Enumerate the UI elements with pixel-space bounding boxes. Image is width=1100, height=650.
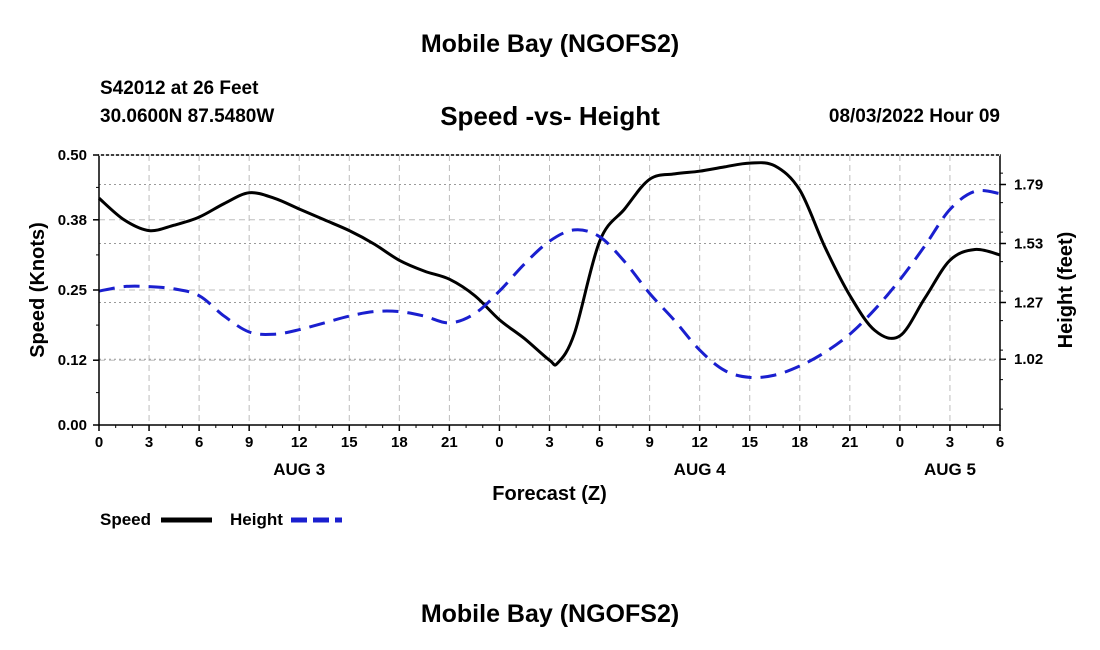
y-right-tick-label: 1.02 — [1014, 351, 1043, 368]
x-tick-label: 3 — [145, 434, 153, 451]
day-label: AUG 4 — [674, 460, 727, 479]
y-left-tick-label: 0.00 — [58, 417, 87, 434]
series-line-speed — [98, 161, 1001, 367]
y-axis-right-label: Height (feet) — [1055, 232, 1077, 349]
y-left-tick-label: 0.50 — [58, 147, 87, 164]
chart-subtitle: Speed -vs- Height — [440, 101, 660, 131]
x-tick-label: 18 — [391, 434, 408, 451]
x-tick-label: 6 — [996, 434, 1004, 451]
page-footer-title: Mobile Bay (NGOFS2) — [420, 600, 680, 628]
y-left-tick-label: 0.25 — [58, 282, 87, 299]
x-tick-label: 0 — [896, 434, 904, 451]
y-right-tick-label: 1.27 — [1014, 294, 1043, 311]
x-tick-label: 12 — [291, 434, 308, 451]
series-layer — [98, 161, 1001, 380]
day-label: AUG 5 — [924, 460, 976, 479]
x-tick-label: 9 — [245, 434, 253, 451]
x-tick-label: 6 — [595, 434, 603, 451]
x-tick-label: 3 — [946, 434, 954, 451]
x-tick-label: 18 — [791, 434, 808, 451]
x-tick-label: 12 — [691, 434, 708, 451]
x-axis-label: Forecast (Z) — [492, 483, 606, 505]
y-right-tick-label: 1.53 — [1014, 235, 1043, 252]
x-tick-label: 9 — [645, 434, 653, 451]
page-title: Mobile Bay (NGOFS2) — [420, 30, 680, 58]
y-axis-left-label: Speed (Knots) — [27, 222, 49, 358]
x-tick-label: 0 — [495, 434, 503, 451]
legend: Speed Height — [100, 510, 342, 529]
coordinates-label: 30.0600N 87.5480W — [100, 106, 275, 127]
forecast-datestamp: 08/03/2022 Hour 09 — [828, 106, 1000, 127]
series-line-height — [98, 189, 1001, 380]
x-tick-label: 0 — [95, 434, 103, 451]
legend-speed-label: Speed — [100, 510, 151, 529]
y-left-tick-label: 0.38 — [58, 212, 87, 229]
x-tick-label: 15 — [341, 434, 358, 451]
x-tick-label: 21 — [441, 434, 458, 451]
axis-layer: 0 3 6 9 12 15 18 21 0 3 6 9 12 15 18 21 0 3 6 0.00 0.12 0.25 0… — [58, 147, 1043, 479]
x-tick-label: 15 — [741, 434, 758, 451]
legend-height-label: Height — [230, 510, 283, 529]
x-tick-label: 21 — [841, 434, 858, 451]
y-left-tick-label: 0.12 — [58, 352, 87, 369]
y-right-tick-label: 1.79 — [1014, 176, 1043, 193]
station-label: S42012 at 26 Feet — [100, 78, 259, 99]
grid-layer — [99, 155, 1000, 425]
day-label: AUG 3 — [273, 460, 325, 479]
x-tick-label: 6 — [195, 434, 203, 451]
x-tick-label: 3 — [545, 434, 553, 451]
